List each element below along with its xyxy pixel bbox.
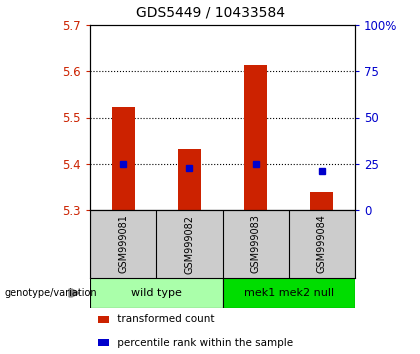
Text: GSM999081: GSM999081 <box>118 215 128 273</box>
Text: percentile rank within the sample: percentile rank within the sample <box>113 337 293 348</box>
Text: GSM999084: GSM999084 <box>317 215 327 273</box>
Text: genotype/variation: genotype/variation <box>4 288 97 298</box>
Text: GDS5449 / 10433584: GDS5449 / 10433584 <box>136 5 284 19</box>
Text: mek1 mek2 null: mek1 mek2 null <box>244 288 334 298</box>
Bar <box>90 278 223 308</box>
Bar <box>244 65 267 210</box>
Bar <box>223 278 355 308</box>
Text: GSM999083: GSM999083 <box>251 215 261 273</box>
Text: GSM999082: GSM999082 <box>184 215 194 274</box>
Bar <box>310 193 333 210</box>
Bar <box>112 107 135 210</box>
Text: wild type: wild type <box>131 288 182 298</box>
Text: transformed count: transformed count <box>113 314 214 325</box>
Bar <box>178 149 201 210</box>
